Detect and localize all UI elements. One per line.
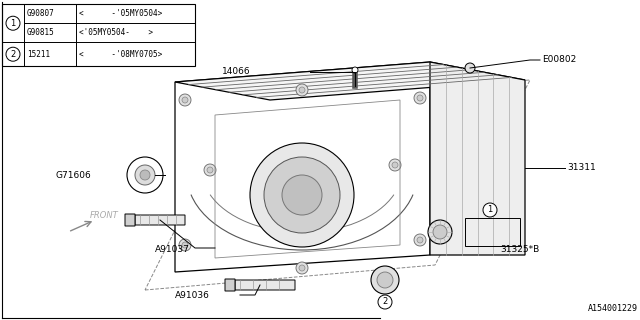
- Text: A154001229: A154001229: [588, 304, 638, 313]
- Bar: [465, 218, 520, 246]
- Text: 15211: 15211: [27, 50, 50, 59]
- Circle shape: [417, 95, 423, 101]
- Circle shape: [135, 165, 155, 185]
- Text: <'05MY0504-    >: <'05MY0504- >: [79, 28, 153, 37]
- Circle shape: [483, 203, 497, 217]
- Circle shape: [282, 175, 322, 215]
- Text: 1: 1: [10, 19, 15, 28]
- Text: G71606: G71606: [55, 171, 91, 180]
- Circle shape: [6, 47, 20, 61]
- Text: A91036: A91036: [175, 291, 210, 300]
- Circle shape: [207, 167, 213, 173]
- Circle shape: [6, 16, 20, 30]
- Circle shape: [378, 295, 392, 309]
- Circle shape: [299, 87, 305, 93]
- Text: 2: 2: [382, 298, 388, 307]
- Circle shape: [414, 92, 426, 104]
- Circle shape: [179, 239, 191, 251]
- Text: 14066: 14066: [222, 68, 251, 76]
- Text: FRONT: FRONT: [90, 211, 119, 220]
- Text: 1: 1: [488, 205, 493, 214]
- FancyBboxPatch shape: [225, 279, 235, 291]
- Circle shape: [377, 272, 393, 288]
- Circle shape: [296, 262, 308, 274]
- Circle shape: [417, 237, 423, 243]
- Circle shape: [352, 67, 358, 73]
- FancyBboxPatch shape: [135, 215, 185, 225]
- Circle shape: [182, 97, 188, 103]
- Circle shape: [127, 157, 163, 193]
- Text: 31325*B: 31325*B: [500, 245, 540, 254]
- Text: A91037: A91037: [155, 245, 190, 254]
- Bar: [2, 4, 195, 66]
- Polygon shape: [175, 62, 525, 100]
- FancyBboxPatch shape: [125, 214, 135, 226]
- Circle shape: [428, 220, 452, 244]
- Circle shape: [204, 164, 216, 176]
- Text: G90807: G90807: [27, 9, 55, 18]
- Circle shape: [179, 94, 191, 106]
- Text: <      -'08MY0705>: < -'08MY0705>: [79, 50, 163, 59]
- Text: G90815: G90815: [27, 28, 55, 37]
- Polygon shape: [430, 62, 525, 255]
- Circle shape: [414, 234, 426, 246]
- Circle shape: [433, 225, 447, 239]
- Circle shape: [140, 170, 150, 180]
- Circle shape: [296, 84, 308, 96]
- Circle shape: [264, 157, 340, 233]
- Text: 2: 2: [10, 50, 15, 59]
- Circle shape: [392, 162, 398, 168]
- Polygon shape: [175, 62, 430, 272]
- Circle shape: [299, 265, 305, 271]
- Circle shape: [465, 63, 475, 73]
- Text: E00802: E00802: [542, 55, 576, 65]
- Circle shape: [182, 242, 188, 248]
- Text: <      -'05MY0504>: < -'05MY0504>: [79, 9, 163, 18]
- Text: 31311: 31311: [567, 164, 596, 172]
- Circle shape: [250, 143, 354, 247]
- FancyBboxPatch shape: [235, 280, 295, 290]
- Circle shape: [371, 266, 399, 294]
- Circle shape: [389, 159, 401, 171]
